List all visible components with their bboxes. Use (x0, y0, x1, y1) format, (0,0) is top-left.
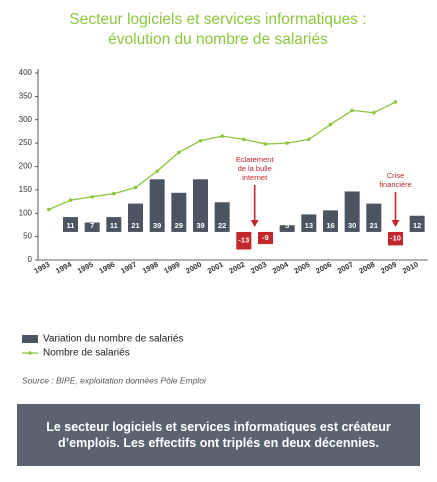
data-label: 29 (175, 221, 183, 230)
marker (47, 207, 51, 212)
data-label: -9 (262, 233, 269, 242)
marker (393, 100, 398, 104)
data-label: -13 (238, 236, 249, 245)
line (48, 101, 396, 211)
x-tick-label: 2002 (227, 260, 246, 276)
annotation: Crise (387, 171, 405, 180)
data-label: 39 (196, 221, 204, 230)
note-box: Le secteur logiciels et services informa… (17, 404, 420, 466)
x-tick-label: 2009 (379, 260, 398, 276)
data-label: -10 (390, 234, 401, 243)
y-tick-label: 350 (19, 91, 33, 100)
bar (128, 203, 143, 232)
marker (177, 150, 181, 155)
arrow-head (250, 220, 259, 227)
x-tick-label: 2001 (206, 260, 225, 276)
data-label: 39 (153, 221, 161, 230)
arrow-head (391, 220, 400, 227)
legend-swatch (22, 335, 38, 343)
annotation: Eclatement (236, 155, 274, 164)
marker (285, 141, 289, 145)
legend-label: Nombre de salariés (43, 348, 130, 359)
bar (258, 231, 273, 245)
annotation: financière (379, 180, 412, 189)
x-tick-label: 2000 (184, 260, 203, 276)
marker (307, 137, 311, 142)
bar (171, 192, 187, 232)
x-tick-label: 2010 (401, 260, 420, 276)
x-tick-label: 2006 (314, 260, 333, 276)
x-tick-label: 1998 (141, 260, 160, 276)
marker (220, 134, 224, 138)
marker (350, 108, 354, 113)
x-tick-label: 2008 (357, 260, 376, 276)
bar (323, 210, 338, 232)
legend-swatch (28, 351, 32, 355)
marker (133, 185, 138, 190)
chart-title: évolution du nombre de salariés (108, 31, 328, 48)
chart: Secteur logiciels et services informatiq… (19, 11, 428, 385)
data-label: 16 (326, 221, 334, 230)
marker (263, 142, 268, 146)
chart-title: Secteur logiciels et services informatiq… (69, 11, 366, 28)
data-label: 12 (413, 221, 421, 230)
data-label: 22 (218, 221, 226, 230)
data-label: 11 (67, 221, 75, 230)
marker (242, 137, 246, 142)
x-tick-label: 1993 (32, 260, 51, 276)
x-tick-label: 1999 (162, 260, 181, 276)
x-tick-label: 1994 (54, 259, 74, 275)
bar (366, 203, 382, 232)
marker (68, 198, 73, 202)
y-tick-label: 100 (19, 208, 33, 217)
y-tick-label: 200 (19, 162, 33, 171)
marker (328, 122, 333, 127)
x-tick-label: 2003 (249, 260, 268, 276)
y-tick-label: 50 (23, 232, 32, 241)
bar (193, 179, 208, 232)
data-label: 21 (131, 221, 139, 230)
bar (106, 217, 122, 232)
bar (63, 217, 78, 232)
y-tick-label: 300 (19, 115, 33, 124)
marker (198, 138, 203, 143)
y-tick-label: 150 (19, 185, 33, 194)
x-tick-label: 1997 (119, 260, 138, 276)
data-label: 30 (348, 221, 356, 230)
bar (214, 202, 230, 232)
x-tick-label: 2007 (336, 260, 355, 276)
bar (388, 231, 403, 246)
y-tick-label: 400 (19, 68, 33, 77)
data-label: 5 (285, 221, 289, 230)
x-tick-label: 1995 (76, 260, 95, 276)
marker (112, 191, 116, 196)
data-label: 7 (90, 221, 94, 230)
x-tick-label: 1996 (97, 260, 116, 276)
bar (236, 231, 252, 250)
bar (84, 222, 100, 232)
annotation: de la bulle (238, 164, 272, 173)
data-label: 13 (305, 221, 313, 230)
y-tick-label: 0 (28, 255, 33, 264)
bar (279, 225, 295, 232)
legend-label: Variation du nombre de salariés (43, 334, 183, 345)
marker (155, 169, 159, 173)
marker (90, 195, 94, 199)
marker (372, 110, 376, 115)
source: Source : BIPE, exploitation données Pôle… (22, 375, 207, 385)
annotation: internet (242, 173, 268, 182)
data-label: 11 (110, 221, 118, 230)
bar (301, 214, 317, 232)
x-tick-label: 2004 (271, 259, 291, 275)
bar (409, 215, 425, 232)
data-label: 21 (370, 221, 378, 230)
x-tick-label: 2005 (292, 260, 311, 276)
bar (149, 179, 165, 232)
bar (344, 191, 360, 232)
y-tick-label: 250 (19, 138, 33, 147)
